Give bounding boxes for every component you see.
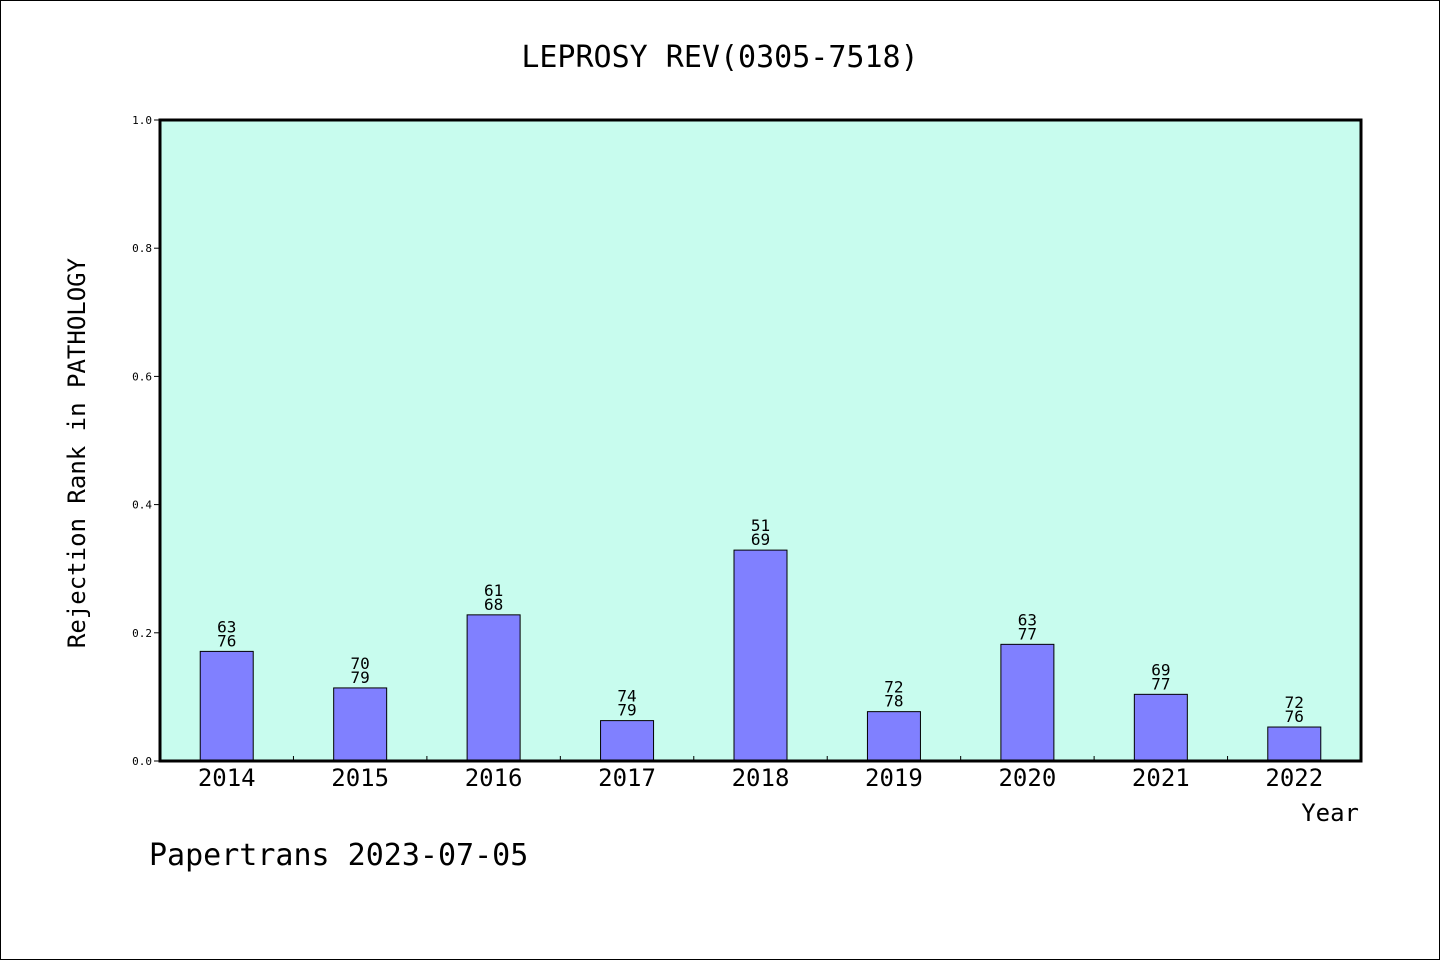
y-tick-label: 0.4 [132, 499, 152, 512]
bar [733, 549, 788, 762]
bar [466, 614, 521, 762]
y-axis: 0.0 0.2 0.4 0.6 0.8 1.0 [132, 114, 160, 768]
bar-label-top: 72 [884, 678, 903, 697]
bar [199, 650, 254, 762]
x-tick-label: 2015 [331, 764, 389, 792]
bar-label-bottom: 68 [484, 595, 503, 614]
bar-label-top: 63 [1018, 610, 1037, 629]
y-tick-label: 0.2 [132, 627, 152, 640]
bar [866, 711, 921, 762]
y-tick-label: 1.0 [132, 114, 152, 127]
bar-label-top: 72 [1285, 693, 1304, 712]
bar-label-bottom: 77 [1018, 624, 1037, 643]
bar [1267, 726, 1322, 762]
bar-label-top: 74 [617, 687, 636, 706]
bar-label-bottom: 79 [617, 701, 636, 720]
x-tick-label: 2022 [1265, 764, 1323, 792]
y-tick-label: 0.8 [132, 242, 152, 255]
bar [333, 687, 388, 762]
y-axis-label: Rejection Rank in PATHOLOGY [63, 257, 91, 648]
y-tick-label: 0.0 [132, 755, 152, 768]
x-axis-label: Year [1301, 799, 1359, 827]
x-tick-label: 2014 [198, 764, 256, 792]
plot-border [158, 118, 1363, 763]
x-tick-label: 2020 [998, 764, 1056, 792]
x-tick-label: 2021 [1132, 764, 1190, 792]
bar [1000, 643, 1055, 762]
bar-label-top: 51 [751, 516, 770, 535]
bar-label-top: 61 [484, 581, 503, 600]
bar-label-top: 69 [1151, 660, 1170, 679]
chart-title: LEPROSY REV(0305-7518) [521, 40, 918, 75]
bar-label-bottom: 79 [351, 668, 370, 687]
x-tick-label: 2019 [865, 764, 923, 792]
bar-label-bottom: 76 [1285, 707, 1304, 726]
bar-label-top: 63 [217, 617, 236, 636]
bar-label-bottom: 78 [884, 692, 903, 711]
x-tick-label: 2017 [598, 764, 656, 792]
bar-label-top: 70 [351, 654, 370, 673]
footer-text: Papertrans 2023-07-05 [149, 838, 528, 873]
bar [1133, 693, 1188, 762]
bar-label-bottom: 69 [751, 530, 770, 549]
bar-label-bottom: 77 [1151, 674, 1170, 693]
x-tick-label: 2018 [732, 764, 790, 792]
bar [600, 720, 655, 762]
x-tick-label: 2016 [465, 764, 523, 792]
y-tick-label: 0.6 [132, 370, 152, 383]
bar-label-bottom: 76 [217, 631, 236, 650]
x-axis: 2014 2015 2016 2017 2018 2019 2020 2021 2022 [198, 756, 1323, 792]
